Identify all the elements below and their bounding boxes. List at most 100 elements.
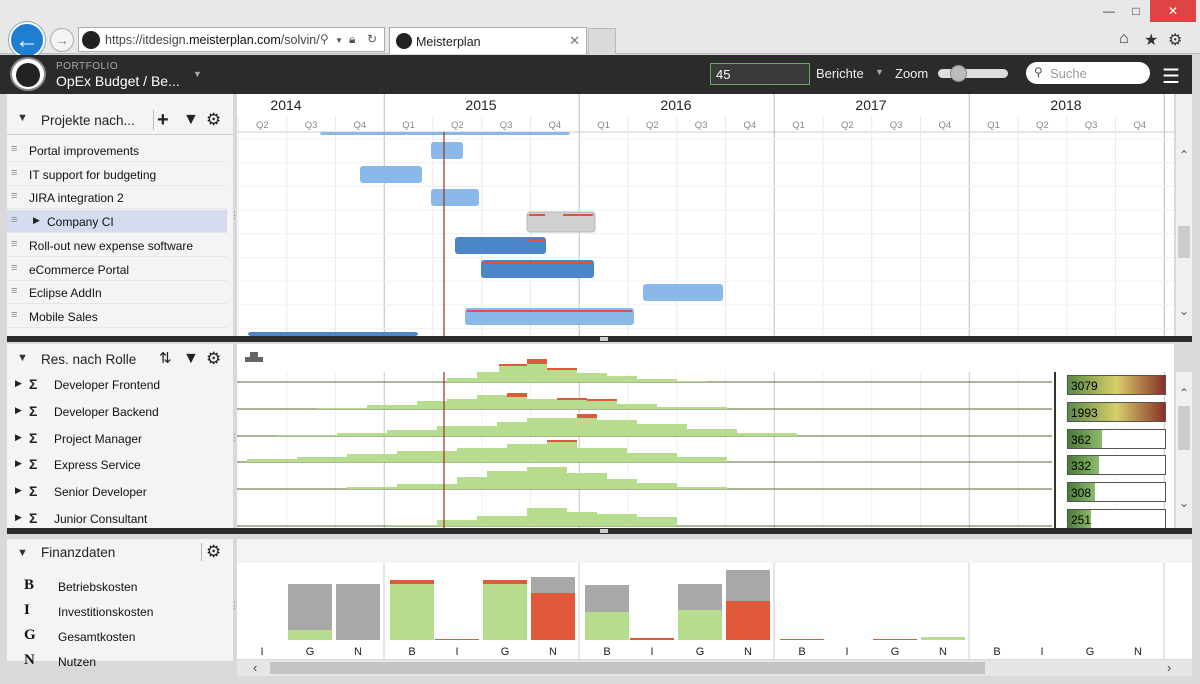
quarter-label: Q3	[305, 120, 318, 131]
finance-legend-item: G Gesamtkosten	[0, 627, 230, 649]
demand-bar	[317, 408, 367, 409]
scroll-down-icon[interactable]: ⌄	[1179, 304, 1190, 318]
browser-chrome: — □ ✕ ← → https://itdesign.meisterplan.c…	[0, 0, 1200, 58]
finance-bar	[726, 601, 770, 640]
panel-splitter[interactable]	[7, 336, 1192, 342]
role-row[interactable]: ▶ Σ Developer Backend	[7, 399, 233, 426]
search-input[interactable]: ⚲ Suche	[1026, 62, 1150, 84]
drag-handle-icon[interactable]: ≡	[11, 143, 18, 155]
scroll-up-icon[interactable]: ⌃	[1179, 386, 1190, 400]
collapse-chevron-down-icon[interactable]: ▼	[17, 352, 28, 364]
home-icon[interactable]: ⌂	[1119, 30, 1129, 47]
resources-scrollbar[interactable]: ⌃ ⌄	[1176, 372, 1192, 528]
project-label: eCommerce Portal	[29, 262, 130, 277]
finance-bar	[873, 639, 917, 640]
reports-menu[interactable]: Berichte	[816, 66, 864, 81]
expand-chevron-right-icon[interactable]: ▶	[33, 215, 40, 226]
role-row[interactable]: ▶ Σ Express Service	[7, 452, 233, 479]
refresh-icon[interactable]: ↻	[367, 32, 378, 46]
expand-chevron-right-icon[interactable]: ▶	[15, 458, 22, 469]
expand-chevron-right-icon[interactable]: ▶	[15, 485, 22, 496]
panel-splitter[interactable]	[7, 528, 1192, 534]
hamburger-menu-icon[interactable]: ☰	[1162, 66, 1180, 88]
collapse-chevron-down-icon[interactable]: ▼	[17, 547, 28, 559]
back-button[interactable]: ←	[9, 22, 45, 58]
new-tab-button[interactable]	[588, 28, 616, 54]
expand-chevron-right-icon[interactable]: ▶	[15, 431, 22, 442]
project-row[interactable]: ≡ Roll-out new expense software	[7, 234, 227, 257]
maximize-button[interactable]: □	[1132, 4, 1140, 18]
drag-handle-icon[interactable]: ≡	[11, 237, 18, 250]
project-row[interactable]: ≡ JIRA integration 2	[7, 186, 227, 210]
resize-grip-icon[interactable]: ⋮	[230, 432, 239, 442]
close-window-button[interactable]: ✕	[1150, 0, 1196, 22]
demand-bar	[457, 477, 487, 489]
scroll-left-icon[interactable]: ‹	[253, 660, 258, 675]
expand-chevron-right-icon[interactable]: ▶	[15, 378, 22, 388]
expand-chevron-right-icon[interactable]: ▶	[15, 512, 22, 522]
capacity-box: 332	[1067, 455, 1166, 476]
filter-icon[interactable]: ▼	[183, 111, 199, 128]
project-bar	[643, 284, 723, 301]
settings-gear-icon[interactable]: ⚙	[206, 542, 222, 561]
settings-gear-icon[interactable]: ⚙	[206, 349, 222, 368]
project-bar	[455, 237, 546, 254]
meisterplan-logo[interactable]	[10, 57, 46, 91]
project-row[interactable]: ≡ IT support for budgeting	[7, 163, 227, 186]
projects-panel-title[interactable]: Projekte nach...	[41, 113, 135, 128]
resize-grip-icon[interactable]: ⋮	[230, 210, 239, 220]
forward-button[interactable]: →	[50, 28, 74, 52]
search-icon[interactable]: ⚲	[320, 32, 329, 46]
close-tab-icon[interactable]: ✕	[569, 33, 580, 48]
view-toggle-icon[interactable]	[245, 352, 263, 362]
role-row[interactable]: ▶ Σ Project Manager	[7, 426, 233, 453]
filter-icon[interactable]: ▼	[183, 350, 199, 367]
drag-handle-icon[interactable]: ≡	[11, 214, 18, 227]
demand-bar	[527, 418, 577, 436]
finance-bar	[531, 593, 575, 640]
project-row[interactable]: ≡ Mobile Sales	[7, 305, 227, 328]
plan-title[interactable]: OpEx Budget / Be...	[56, 73, 180, 89]
drag-handle-icon[interactable]: ≡	[11, 285, 18, 298]
address-bar[interactable]: https://itdesign.meisterplan.com/solvin/…	[78, 27, 385, 52]
add-project-icon[interactable]: +	[157, 109, 169, 131]
finance-panel-title[interactable]: Finanzdaten	[41, 545, 116, 560]
favorites-star-icon[interactable]: ★	[1144, 32, 1159, 49]
project-row[interactable]: ≡ Eclipse AddIn	[7, 281, 227, 305]
scroll-up-icon[interactable]: ⌃	[1179, 148, 1190, 162]
role-row[interactable]: ▶ Σ Developer Frontend	[7, 372, 233, 399]
demand-bar	[567, 512, 597, 526]
reports-chevron-down-icon[interactable]: ▼	[875, 67, 884, 77]
drag-handle-icon[interactable]: ≡	[11, 166, 18, 179]
role-row[interactable]: ▶ Σ Senior Developer	[7, 479, 233, 506]
plan-chevron-down-icon[interactable]: ▼	[193, 69, 202, 79]
drag-handle-icon[interactable]: ≡	[11, 190, 18, 203]
settings-gear-icon[interactable]: ⚙	[1168, 32, 1183, 49]
scroll-right-icon[interactable]: ›	[1167, 660, 1172, 675]
horizontal-scrollbar[interactable]: ‹ ›	[237, 660, 1192, 676]
zoom-slider[interactable]	[938, 69, 1008, 78]
scroll-thumb[interactable]	[1178, 226, 1190, 258]
projects-scrollbar[interactable]: ⌃ ⌄	[1176, 94, 1192, 336]
project-row[interactable]: ≡ Portal improvements	[7, 139, 227, 162]
zoom-slider-handle[interactable]	[950, 65, 967, 82]
overload-bar	[507, 393, 527, 397]
settings-gear-icon[interactable]: ⚙	[206, 110, 222, 129]
browser-tab[interactable]: Meisterplan ✕	[389, 27, 587, 54]
collapse-chevron-down-icon[interactable]: ▼	[17, 112, 28, 124]
drag-handle-icon[interactable]: ≡	[11, 261, 18, 274]
project-row[interactable]: ≡ eCommerce Portal	[7, 258, 227, 281]
expand-chevron-right-icon[interactable]: ▶	[15, 404, 22, 415]
scroll-thumb[interactable]	[1178, 406, 1190, 450]
dropdown-caret-icon[interactable]: ▼	[335, 36, 343, 45]
drag-handle-icon[interactable]: ≡	[11, 308, 18, 321]
minimize-button[interactable]: —	[1103, 4, 1115, 18]
number-input[interactable]	[710, 63, 810, 85]
resize-grip-icon[interactable]: ⋮	[230, 600, 239, 610]
resources-panel-title[interactable]: Res. nach Rolle	[41, 352, 137, 367]
scroll-thumb[interactable]	[270, 662, 985, 674]
sort-icon[interactable]: ⇅	[159, 350, 172, 367]
scroll-down-icon[interactable]: ⌄	[1179, 496, 1190, 510]
project-row[interactable]: ≡ ▶ Company CI	[7, 210, 227, 234]
role-row[interactable]: ▶ Σ Junior Consultant	[7, 506, 233, 533]
